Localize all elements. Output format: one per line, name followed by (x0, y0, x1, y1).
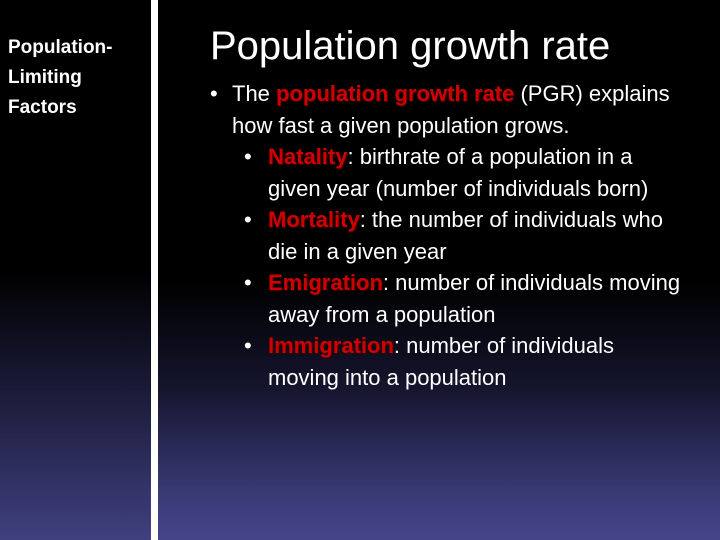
sub-bullet-term: Natality (268, 144, 348, 169)
sub-bullet: Immigration: number of individuals movin… (210, 330, 685, 393)
sub-bullet-text: : number of individuals moving into a po… (268, 333, 615, 390)
sub-bullet-text: : the number of individuals who die in a… (268, 207, 663, 264)
sub-bullet: Mortality: the number of individuals who… (210, 204, 685, 267)
sub-bullet-text: : number of individuals moving away from… (268, 270, 681, 327)
slide-title: Population growth rate (210, 24, 611, 68)
bullet: The population growth rate (PGR) explain… (210, 78, 685, 141)
sub-bullet: Emigration: number of individuals moving… (210, 267, 685, 330)
bullet-text: (PGR) explains how fast a given populati… (232, 81, 670, 138)
bullet-term: population growth rate (276, 81, 515, 106)
sub-bullet-text: : birthrate of a population in a given y… (268, 144, 649, 201)
divider (151, 0, 158, 540)
sub-bullet-term: Emigration (268, 270, 383, 295)
sub-bullet: Natality: birthrate of a population in a… (210, 141, 685, 204)
sidebar: Population-Limiting Factors (0, 0, 150, 540)
bullet-prefix: The (232, 81, 277, 106)
sub-bullet-term: Mortality (268, 207, 360, 232)
sub-bullet-term: Immigration (268, 333, 394, 358)
slide-body: The population growth rate (PGR) explain… (210, 78, 685, 393)
sidebar-title: Population-Limiting Factors (8, 37, 113, 118)
